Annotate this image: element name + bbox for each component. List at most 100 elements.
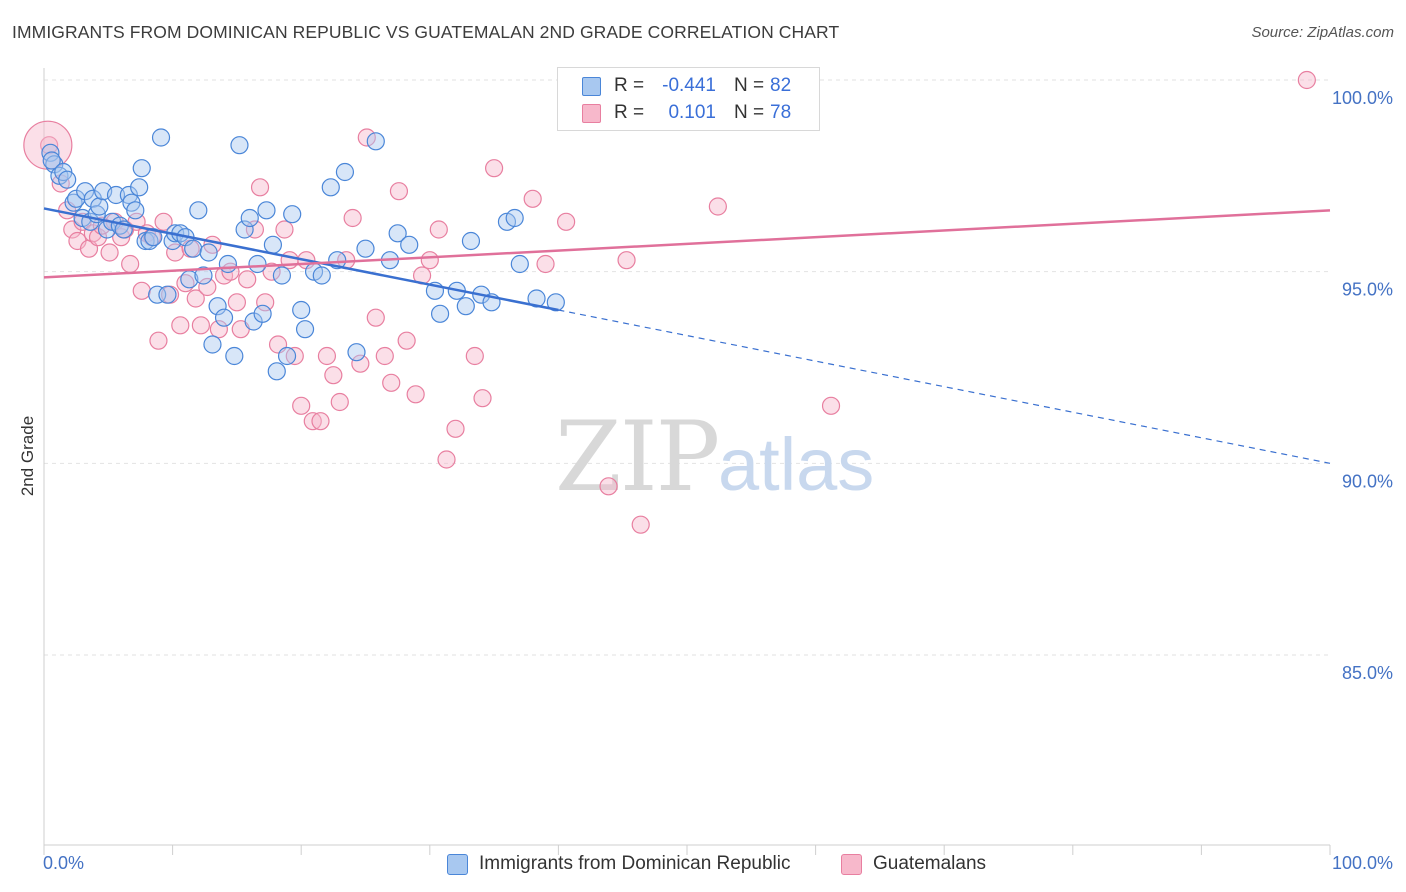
bottom-legend-swatch-blue xyxy=(447,853,468,875)
data-point-dominican xyxy=(356,239,375,258)
data-point-dominican xyxy=(184,239,203,258)
gridlines xyxy=(44,79,1330,656)
data-point-guatemalans xyxy=(366,308,385,327)
data-point-guatemalans xyxy=(121,254,140,274)
legend-row-dominican: R = -0.441 N = 82 xyxy=(582,73,791,99)
bottom-legend-label-dominican: Immigrants from Dominican Republic xyxy=(479,853,791,874)
data-point-guatemalans xyxy=(132,281,151,300)
source-credit: Source: ZipAtlas.com xyxy=(1251,24,1394,41)
data-point-guatemalans xyxy=(245,220,265,239)
data-point-guatemalans xyxy=(186,289,205,308)
data-point-dominican xyxy=(76,182,95,201)
data-point-guatemalans xyxy=(617,251,636,270)
zipatlas-watermark: ZIP atlas xyxy=(555,401,874,513)
data-point-dominican xyxy=(194,266,213,285)
data-point-dominican xyxy=(527,289,546,308)
y-tick-label: 100.0% xyxy=(1332,88,1393,108)
data-point-dominican xyxy=(366,132,385,151)
data-point-dominican xyxy=(283,205,302,224)
data-point-dominican xyxy=(235,220,254,239)
data-point-guatemalans xyxy=(238,270,257,289)
data-point-guatemalans xyxy=(171,316,190,335)
legend-r-value: -0.441 xyxy=(662,75,716,96)
data-point-guatemalans xyxy=(256,293,275,312)
data-point-guatemalans xyxy=(473,389,492,408)
data-point-guatemalans xyxy=(357,128,376,147)
data-point-guatemalans xyxy=(351,354,370,373)
bottom-legend-dominican: Immigrants from Dominican Republic xyxy=(447,852,791,876)
data-point-guatemalans xyxy=(311,412,330,431)
data-point-guatemalans xyxy=(406,385,425,404)
data-point-guatemalans xyxy=(631,515,650,534)
data-point-guatemalans xyxy=(324,366,343,385)
data-point-guatemalans xyxy=(375,346,394,366)
data-point-guatemalans xyxy=(523,189,542,208)
data-point-guatemalans xyxy=(149,331,168,350)
legend-r-label: R = xyxy=(614,75,645,96)
data-point-dominican xyxy=(277,346,297,366)
data-point-dominican xyxy=(257,201,276,220)
data-point-guatemalans xyxy=(40,136,59,155)
x-tick-label: 0.0% xyxy=(43,853,84,873)
bottom-legend-guatemalans: Guatemalans xyxy=(841,852,986,876)
legend-r-value: 0.101 xyxy=(668,102,716,123)
trend-lines xyxy=(43,207,1331,464)
data-point-dominican xyxy=(126,201,145,220)
legend-n-value: 82 xyxy=(770,75,792,96)
y-tick-label: 95.0% xyxy=(1342,280,1393,300)
data-point-guatemalans xyxy=(446,419,465,438)
data-point-guatemalans xyxy=(63,220,82,239)
stats-legend: R = -0.441 N = 82 R = 0.101 N = 78 xyxy=(557,67,820,131)
trend-line-dominican xyxy=(43,207,559,312)
legend-n-label: N = xyxy=(734,75,765,96)
data-point-guatemalans xyxy=(429,220,448,239)
data-point-dominican xyxy=(510,254,529,274)
data-point-guatemalans xyxy=(708,197,727,216)
data-point-dominican xyxy=(106,185,126,205)
data-point-dominican xyxy=(400,235,419,254)
data-point-dominican xyxy=(214,308,234,327)
watermark-atlas: atlas xyxy=(718,423,874,506)
data-point-guatemalans xyxy=(536,254,555,274)
data-point-guatemalans xyxy=(227,293,246,312)
data-point-dominican xyxy=(225,346,244,366)
data-point-dominican xyxy=(248,254,267,274)
data-point-guatemalans xyxy=(1297,70,1316,90)
data-point-dominican xyxy=(430,304,450,323)
data-point-dominican xyxy=(158,285,177,304)
trend-line-guatemalans xyxy=(43,209,1331,279)
data-point-guatemalans xyxy=(437,450,456,469)
data-point-dominican xyxy=(189,201,208,220)
data-point-dominican xyxy=(292,300,311,320)
data-point-dominican xyxy=(230,136,249,155)
y-tick-label: 85.0% xyxy=(1342,663,1393,683)
data-point-guatemalans xyxy=(330,392,349,412)
data-point-guatemalans xyxy=(285,346,304,366)
data-point-dominican xyxy=(144,228,163,247)
watermark-zip: ZIP xyxy=(555,401,718,513)
chart-title: IMMIGRANTS FROM DOMINICAN REPUBLIC VS GU… xyxy=(12,22,840,42)
data-point-guatemalans xyxy=(154,212,173,231)
data-point-dominican xyxy=(461,231,481,251)
data-point-dominican xyxy=(456,297,475,316)
data-point-dominican xyxy=(90,197,109,216)
data-point-dominican xyxy=(505,208,524,228)
data-point-dominican xyxy=(208,297,227,316)
y-tick-label: 90.0% xyxy=(1342,471,1393,491)
data-point-guatemalans xyxy=(343,208,362,228)
data-point-guatemalans xyxy=(485,159,504,178)
data-point-guatemalans xyxy=(191,316,210,335)
axes xyxy=(43,68,1331,855)
data-point-guatemalans xyxy=(397,331,416,350)
data-point-guatemalans xyxy=(262,262,281,281)
data-point-dominican xyxy=(295,320,315,339)
data-point-guatemalans xyxy=(382,373,401,392)
data-point-guatemalans xyxy=(275,220,294,239)
legend-swatch-pink xyxy=(582,103,601,123)
data-point-guatemalans xyxy=(599,477,618,496)
data-point-guatemalans xyxy=(821,396,841,415)
data-point-dominican xyxy=(272,266,292,285)
data-point-dominican xyxy=(218,254,237,274)
data-point-guatemalans xyxy=(303,412,322,431)
bottom-legend-swatch-pink xyxy=(841,853,862,875)
